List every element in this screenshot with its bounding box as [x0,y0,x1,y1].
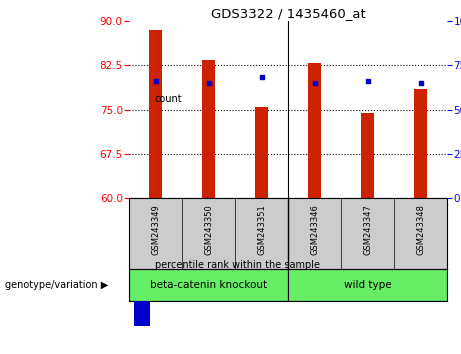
Bar [361,113,374,198]
Text: genotype/variation ▶: genotype/variation ▶ [5,280,108,290]
Bar [414,89,427,198]
Point [205,80,212,86]
Text: GSM243347: GSM243347 [363,204,372,255]
Text: GSM243348: GSM243348 [416,204,425,255]
Text: wild type: wild type [344,280,391,290]
Text: percentile rank within the sample: percentile rank within the sample [155,261,320,270]
Bar [129,269,288,301]
Bar [308,63,321,198]
Text: GSM243349: GSM243349 [151,204,160,255]
Bar [134,35,150,159]
Text: GSM243350: GSM243350 [204,204,213,255]
Bar [149,30,162,198]
Text: count: count [155,94,183,104]
Text: beta-catenin knockout: beta-catenin knockout [150,280,267,290]
Text: GSM243351: GSM243351 [257,204,266,255]
Title: GDS3322 / 1435460_at: GDS3322 / 1435460_at [211,7,366,20]
Point [152,79,160,84]
Bar [134,202,150,326]
Bar [202,59,215,198]
Bar [255,107,268,198]
Text: GSM243346: GSM243346 [310,204,319,255]
Point [258,74,265,80]
Point [311,80,318,86]
Point [417,80,424,86]
Bar [288,269,447,301]
Point [364,79,372,84]
